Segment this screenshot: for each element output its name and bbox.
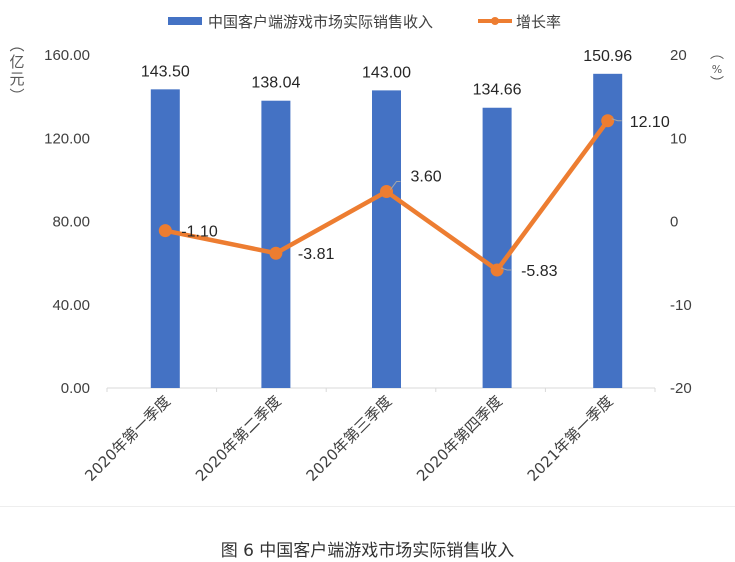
bar-value-label: 138.04 bbox=[251, 75, 300, 92]
bar-value-label: 134.66 bbox=[473, 82, 522, 99]
bar-value-label: 143.00 bbox=[362, 64, 411, 81]
x-axis-category-label: 2020年第二季度 bbox=[192, 392, 285, 485]
bar bbox=[372, 90, 401, 388]
bar-value-label: 150.96 bbox=[583, 48, 632, 65]
line-marker bbox=[269, 246, 283, 260]
right-axis-title: % bbox=[712, 63, 722, 76]
x-axis-category-label: 2020年第四季度 bbox=[413, 392, 506, 485]
right-axis-tick: -10 bbox=[670, 297, 692, 314]
divider bbox=[0, 506, 735, 507]
legend-bar-label: 中国客户端游戏市场实际销售收入 bbox=[208, 13, 433, 31]
left-axis-tick: 40.00 bbox=[52, 297, 90, 314]
bar bbox=[482, 107, 512, 388]
x-axis-category-label: 2021年第一季度 bbox=[524, 392, 617, 485]
line-value-label: 3.60 bbox=[411, 169, 442, 186]
left-axis-tick: 80.00 bbox=[52, 214, 90, 231]
right-axis-tick: 0 bbox=[670, 214, 678, 231]
line-value-label: 12.10 bbox=[630, 114, 670, 131]
left-axis-tick: 120.00 bbox=[44, 130, 90, 147]
legend-bar-swatch bbox=[168, 17, 202, 25]
bar-value-label: 143.50 bbox=[141, 63, 190, 80]
line-marker bbox=[490, 263, 504, 277]
x-axis-category-label: 2020年第一季度 bbox=[81, 392, 174, 485]
left-axis-title: 亿 bbox=[9, 53, 24, 71]
line-marker bbox=[601, 114, 615, 128]
right-axis-tick: -20 bbox=[670, 380, 692, 397]
x-axis-category-label: 2020年第三季度 bbox=[303, 392, 396, 485]
line-value-label: -3.81 bbox=[298, 246, 335, 263]
line-marker bbox=[380, 185, 393, 199]
left-axis-tick: 0.00 bbox=[61, 380, 90, 397]
bar bbox=[261, 100, 291, 388]
leader-line bbox=[390, 181, 401, 190]
leader-line bbox=[500, 267, 512, 271]
bar bbox=[150, 89, 180, 388]
figure-caption: 图 6 中国客户端游戏市场实际销售收入 bbox=[220, 541, 515, 561]
combo-chart: 中国客户端游戏市场实际销售收入 增长率︵亿元︶︵%︶0.0040.0080.001… bbox=[9, 13, 724, 485]
legend-line-marker bbox=[491, 17, 499, 25]
right-axis-tick: 20 bbox=[670, 47, 687, 64]
left-axis-title: 元 bbox=[9, 70, 24, 88]
left-axis-title: ︶ bbox=[9, 87, 24, 105]
line-value-label: -1.10 bbox=[181, 224, 218, 241]
left-axis-tick: 160.00 bbox=[44, 47, 90, 64]
line-marker bbox=[158, 224, 172, 238]
right-axis-title: ︶ bbox=[710, 76, 724, 92]
legend-line-label: 增长率 bbox=[516, 13, 561, 31]
line-value-label: -5.83 bbox=[521, 263, 558, 280]
right-axis-tick: 10 bbox=[670, 130, 687, 147]
right-axis-title: ︵ bbox=[710, 46, 724, 62]
left-axis-title: ︵ bbox=[9, 36, 24, 54]
leader-line bbox=[611, 118, 622, 122]
